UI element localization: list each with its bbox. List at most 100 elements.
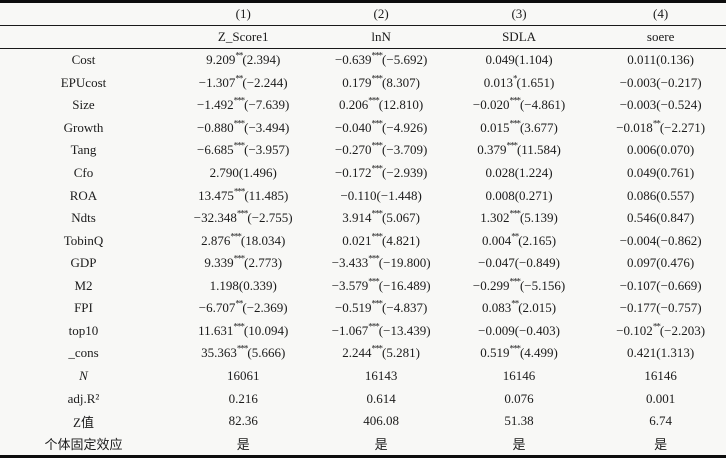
table-cell: 0.179***(8.307) — [342, 73, 420, 90]
table-cell: 35.363***(5.666) — [201, 344, 286, 361]
table-cell: −0.639***(−5.692) — [334, 50, 428, 68]
table-cell: 16146 — [644, 367, 677, 383]
table-cell: 0.076 — [504, 390, 534, 406]
table-cell: −1.067***(−13.439) — [331, 321, 431, 338]
table-cell: −0.110(−1.448) — [340, 187, 422, 203]
model-number-cell: (3) — [442, 0, 596, 26]
table-cell: 1.302***(5.139) — [480, 208, 558, 226]
table-row: GDP 9.339***(2.773) −3.433***(−19.800) −0.0… — [0, 252, 726, 275]
row-label: Growth — [63, 119, 104, 135]
table-cell: −0.003(−0.217) — [619, 74, 702, 90]
table-cell: 16143 — [364, 367, 398, 383]
depvar-cell: SDLA — [442, 25, 596, 49]
table-cell: 0.083**(2.015) — [481, 298, 557, 316]
table-cell: 是 — [166, 432, 320, 458]
table-cell: 16061 — [226, 367, 260, 383]
table-cell: 0.421(1.313) — [627, 345, 695, 361]
table-cell: 9.339***(2.773) — [204, 253, 283, 271]
table-cell: 0.011(0.136) — [627, 52, 694, 68]
depvar-cell: Z_Score1 — [166, 25, 320, 49]
table-row: EPUcost −1.307**(−2.244) 0.179***(8.307) 0.… — [0, 72, 726, 95]
table-row: Cfo 2.790(1.496) −0.172***(−2.939) 0.028(1.… — [0, 162, 726, 185]
table-cell: 3.914***(5.067) — [342, 208, 420, 226]
row-label: top10 — [68, 322, 99, 338]
table-row: ROA 13.475***(11.485) −0.110(−1.448) 0.008(… — [0, 184, 726, 207]
table-cell: 11.631***(10.094) — [198, 321, 289, 338]
table-cell: −0.107(−0.669) — [619, 277, 702, 293]
table-cell: 0.015***(3.677) — [480, 118, 558, 135]
table-cell: −1.307**(−2.244) — [198, 73, 288, 90]
header-empty-cell — [0, 25, 167, 49]
table-cell: 0.013*(1.651) — [483, 73, 555, 90]
table-cell: 0.049(0.761) — [627, 165, 695, 181]
row-label: Z值 — [73, 414, 94, 430]
table-cell: −0.177(−0.757) — [619, 300, 702, 316]
table-cell: 是 — [595, 432, 726, 458]
row-label: M2 — [74, 277, 93, 293]
table-cell: 406.08 — [363, 413, 399, 429]
row-label: _cons — [68, 345, 99, 361]
table-cell: −32.348***(−2.755) — [193, 208, 293, 226]
table-cell: 0.216 — [228, 390, 258, 406]
table-row: FPI −6.707**(−2.369) −0.519***(−4.837) 0.08… — [0, 297, 726, 320]
table-cell: 16146 — [502, 367, 536, 383]
table-cell: 51.38 — [504, 413, 534, 429]
table-cell: −0.020***(−4.861) — [472, 96, 566, 113]
table-cell: 2.790(1.496) — [209, 165, 277, 181]
row-label: Cfo — [73, 165, 94, 181]
row-label: adj.R² — [67, 390, 100, 406]
table-cell: 1.198(0.339) — [209, 277, 277, 293]
table-cell: −0.040***(−4.926) — [334, 118, 428, 135]
row-label: Cost — [71, 52, 96, 68]
table-row: Tang −6.685***(−3.957) −0.270***(−3.709) 0.… — [0, 139, 726, 162]
table-cell: 0.546(0.847) — [627, 210, 695, 226]
table-cell: 2.244***(5.281) — [342, 344, 420, 361]
table-cell: 0.097(0.476) — [627, 255, 695, 271]
model-number-cell: (1) — [166, 0, 320, 26]
table-cell: 0.028(1.224) — [485, 165, 553, 181]
table-cell: 0.004**(2.165) — [481, 231, 557, 248]
table-cell: 0.006(0.070) — [627, 142, 695, 158]
table-cell: −0.270***(−3.709) — [334, 141, 428, 158]
table-cell: 6.74 — [649, 413, 673, 429]
table-cell: 0.008(0.271) — [485, 187, 553, 203]
table-cell: −0.047(−0.849) — [478, 255, 560, 271]
table-row: _cons 35.363***(5.666) 2.244***(5.281) 0.51… — [0, 342, 726, 365]
table-body: Cost 9.209**(2.394) −0.639***(−5.692) 0.049… — [0, 49, 726, 458]
table-row: Growth −0.880***(−3.494) −0.040***(−4.926)… — [0, 117, 726, 140]
model-number-cell: (4) — [595, 0, 726, 26]
table-cell: −1.492***(−7.639) — [197, 96, 290, 113]
header-empty-cell — [0, 0, 167, 26]
row-label: GDP — [70, 255, 97, 271]
table-cell: 0.021***(4.821) — [342, 231, 420, 248]
table-cell: 0.086(0.557) — [627, 187, 695, 203]
table-row: M2 1.198(0.339) −3.579***(−16.489) −0.299**… — [0, 275, 726, 298]
row-label: Ndts — [71, 210, 96, 226]
table-cell: 13.475***(11.485) — [198, 186, 289, 203]
table-cell: −6.707**(−2.369) — [198, 298, 288, 316]
table-cell: −0.102**(−2.203) — [616, 321, 706, 338]
row-label: N — [79, 367, 88, 383]
row-label: FPI — [74, 300, 93, 316]
table-cell: −3.433***(−19.800) — [331, 253, 431, 271]
row-label: Tang — [70, 142, 97, 158]
table-header: (1) (2) (3) (4) Z_Score1 lnN SDLA soere — [0, 0, 726, 49]
table-cell: 是 — [442, 432, 596, 458]
table-row: N 16061 16143 16146 16146 — [0, 365, 726, 388]
table-cell: 0.519***(4.499) — [480, 344, 558, 361]
table-cell: 0.001 — [646, 390, 676, 406]
row-label: Size — [72, 97, 95, 113]
table-cell: 0.379***(11.584) — [477, 141, 561, 158]
table-cell: 0.049(1.104) — [485, 52, 553, 68]
table-row: 个体固定效应是是是是 — [0, 432, 726, 458]
row-label: 个体固定效应 — [0, 432, 167, 458]
table-cell: −0.004(−0.862) — [619, 232, 702, 248]
table-cell: −0.018**(−2.271) — [616, 118, 706, 135]
model-number-row: (1) (2) (3) (4) — [0, 0, 726, 26]
table-row: Ndts −32.348***(−2.755) 3.914***(5.067) 1.3… — [0, 207, 726, 230]
table-row: Z值 82.36 406.08 51.38 6.74 — [0, 410, 726, 433]
table-cell: 2.876***(18.034) — [201, 231, 286, 248]
table-cell: 0.614 — [366, 390, 396, 406]
